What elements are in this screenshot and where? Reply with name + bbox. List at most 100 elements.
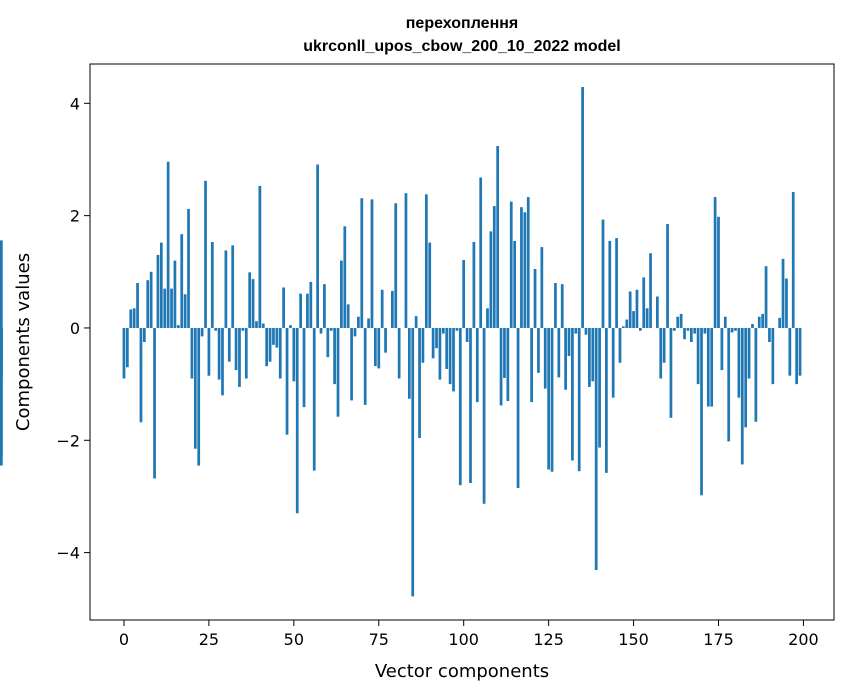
bar-64: [340, 260, 343, 328]
bar-146: [618, 327, 622, 363]
bar-138: [591, 327, 595, 382]
bar-89: [424, 194, 428, 328]
bar-34: [238, 327, 241, 387]
bar-160: [666, 224, 669, 328]
bar-8: [149, 271, 153, 328]
bar-52: [299, 293, 302, 328]
bar-50: [292, 327, 296, 382]
bar-3: [132, 308, 136, 328]
bar-190: [768, 327, 771, 342]
bar-197: [791, 192, 795, 328]
bar-39: [255, 321, 258, 328]
bar-43: [268, 327, 272, 362]
bar-199: [798, 327, 802, 376]
bar-7: [146, 280, 150, 328]
bar-185: [751, 324, 754, 328]
bar-142: [605, 327, 608, 473]
y-tick-label-4: 4: [70, 94, 80, 113]
bar-56: [312, 327, 316, 471]
bar-101: [465, 327, 469, 342]
bar-103: [472, 242, 476, 328]
bar-94: [441, 327, 445, 334]
bar-28: [217, 327, 221, 380]
bar-113: [506, 327, 510, 401]
bar-70: [360, 198, 364, 328]
x-tick-label-50: 50: [284, 630, 304, 649]
bar-62: [333, 327, 336, 385]
bar-167: [689, 327, 693, 342]
bar-61: [329, 327, 333, 331]
bar-42: [265, 327, 269, 367]
bar-15: [173, 260, 177, 328]
bar-182: [740, 327, 744, 465]
bar-148: [625, 319, 629, 328]
bar-187: [757, 316, 761, 328]
bar-57: [316, 164, 319, 328]
bar-196: [788, 327, 792, 376]
bar-149: [628, 291, 632, 328]
bar-193: [778, 317, 781, 328]
bar-37: [248, 272, 252, 328]
bar-30: [224, 250, 228, 328]
bar-36: [244, 327, 248, 379]
bar-116: [516, 327, 520, 489]
bar-141: [601, 219, 605, 328]
bar-102: [469, 327, 472, 483]
bar-117: [520, 207, 523, 328]
bar-174: [713, 197, 717, 328]
bar-17: [180, 234, 184, 328]
bar-55: [309, 281, 313, 328]
chart-title: перехоплення: [406, 15, 518, 32]
bar-0: [122, 327, 126, 379]
bar-163: [676, 316, 680, 328]
bar-177: [723, 316, 727, 328]
bar-150: [632, 311, 635, 328]
bar-72: [367, 318, 370, 328]
bar-87: [418, 327, 421, 439]
bar-195: [785, 278, 788, 328]
x-tick-label-200: 200: [788, 630, 819, 649]
bar-119: [526, 197, 530, 328]
bar-46: [278, 327, 282, 379]
bar-179: [730, 327, 734, 333]
bar-95: [445, 327, 449, 369]
bar-168: [693, 327, 697, 334]
bar-27: [214, 327, 218, 331]
bar-71: [363, 327, 367, 405]
bar-173: [710, 327, 714, 407]
bar-139: [594, 327, 598, 571]
bar-13: [166, 161, 170, 328]
bar-158: [659, 327, 663, 379]
bar-84: [407, 327, 411, 399]
bar-133: [574, 327, 578, 334]
x-tick-label-0: 0: [119, 630, 129, 649]
bar-88: [421, 327, 425, 363]
bar-31: [227, 327, 231, 362]
bar-85: [411, 327, 415, 597]
bar-undefined: [0, 240, 3, 328]
bar-178: [727, 327, 731, 442]
bar-135: [581, 87, 584, 328]
bar-9: [153, 327, 156, 479]
bar-115: [513, 240, 517, 328]
bar-11: [159, 242, 163, 328]
x-tick-label-75: 75: [369, 630, 389, 649]
bar-137: [588, 327, 591, 387]
bar-44: [272, 327, 275, 345]
bar-153: [642, 277, 646, 328]
bar-105: [479, 177, 483, 328]
bar-131: [567, 327, 571, 357]
bar-110: [496, 146, 500, 328]
bars-layer: [0, 87, 802, 597]
bar-154: [645, 308, 649, 328]
x-tick-label-125: 125: [533, 630, 564, 649]
bar-151: [635, 289, 639, 328]
bar-128: [557, 327, 561, 378]
bar-48: [285, 327, 289, 435]
bar-76: [380, 289, 384, 328]
bar-108: [489, 231, 493, 328]
bar-75: [377, 327, 381, 369]
bar-12: [163, 288, 167, 328]
x-axis-label: Vector components: [375, 661, 549, 682]
